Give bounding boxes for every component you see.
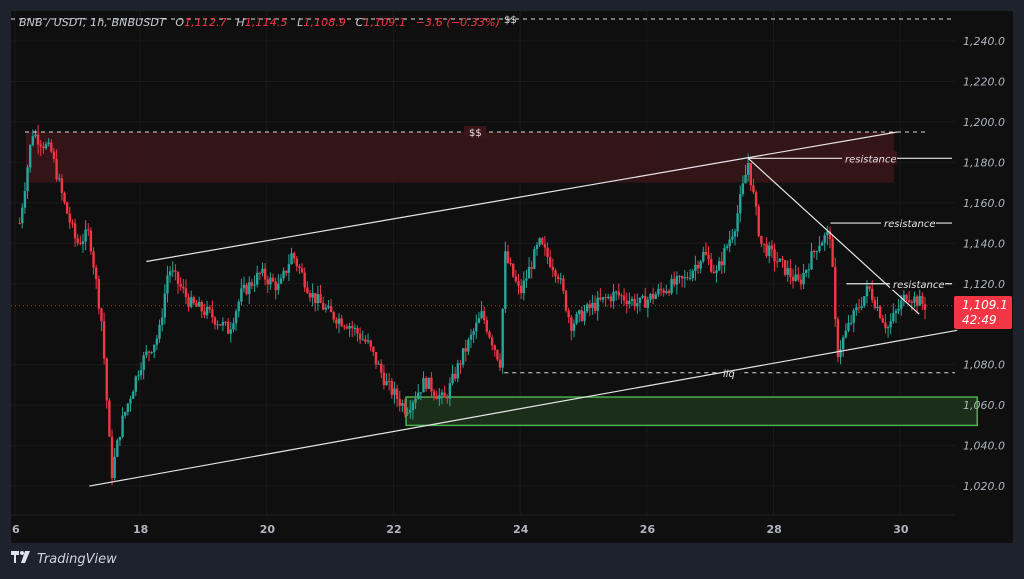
high-value: 1,114.5 [244,16,288,29]
time-tick: 24 [513,523,529,536]
open-value: 1,112.7 [184,16,227,29]
price-tick: 1,080.0 [963,359,1005,372]
high-label: H [236,16,245,29]
close-label: C [355,16,364,29]
resistance-label: resistance [845,154,897,165]
close-value: 1,109.1 [363,16,407,29]
time-tick: 22 [386,523,401,536]
price-tick: 1,120.0 [963,278,1005,291]
last-price: 1,109.1 [962,298,1008,312]
symbol-label: BNB / USDT, 1h, BNBUSDT [19,16,166,29]
time-tick: 26 [640,523,656,536]
last-price-tag: 1,109.1 42:49 [954,296,1012,329]
price-tick: 1,020.0 [963,480,1005,493]
price-axis[interactable]: 1,240.0 1,220.0 1,200.0 1,180.0 1,160.0 1,140… [963,35,1005,493]
resistance-label: resistance [884,219,936,230]
liquidity-label: $$ [469,128,482,139]
channel-upper [146,131,898,263]
price-tick: 1,040.0 [963,440,1005,453]
annotations: $$ $$ liq resistance resistance resistance [11,15,958,487]
liq-label: liq [723,369,735,380]
symbol-legend: BNB / USDT, 1h, BNBUSDT O1,112.7 H1,114.… [19,16,500,29]
time-tick: 28 [767,523,782,536]
price-tick: 1,140.0 [963,237,1005,250]
bar-countdown: 42:49 [962,313,997,327]
resistance-label: resistance [893,280,945,291]
price-tick: 1,160.0 [963,197,1005,210]
footer: TradingView [11,551,117,567]
chart-panel[interactable]: $$ $$ liq resistance resistance resistance 1,… [11,11,1013,543]
time-tick: 6 [12,523,20,536]
time-tick: 30 [893,523,909,536]
liquidity-label: $$ [504,15,517,26]
time-tick: 20 [260,523,276,536]
candlestick-chart[interactable]: $$ $$ liq resistance resistance resistance 1,… [11,11,1013,543]
open-label: O [175,16,185,29]
channel-lower [89,329,958,487]
time-tick: 18 [133,523,148,536]
price-tick: 1,060.0 [963,399,1005,412]
price-tick: 1,240.0 [963,35,1005,48]
price-tick: 1,220.0 [963,75,1005,88]
time-axis[interactable]: 6 18 20 22 24 26 28 30 [12,523,909,536]
brand-name[interactable]: TradingView [37,551,117,567]
change-value: −3.6 (−0.33%) [415,16,500,29]
grid-lines [11,11,955,516]
low-label: L [297,16,304,29]
price-tick: 1,180.0 [963,156,1005,169]
tradingview-logo-icon[interactable] [11,551,31,567]
price-tick: 1,200.0 [963,116,1005,129]
low-value: 1,108.9 [303,16,347,29]
candles [18,125,927,486]
